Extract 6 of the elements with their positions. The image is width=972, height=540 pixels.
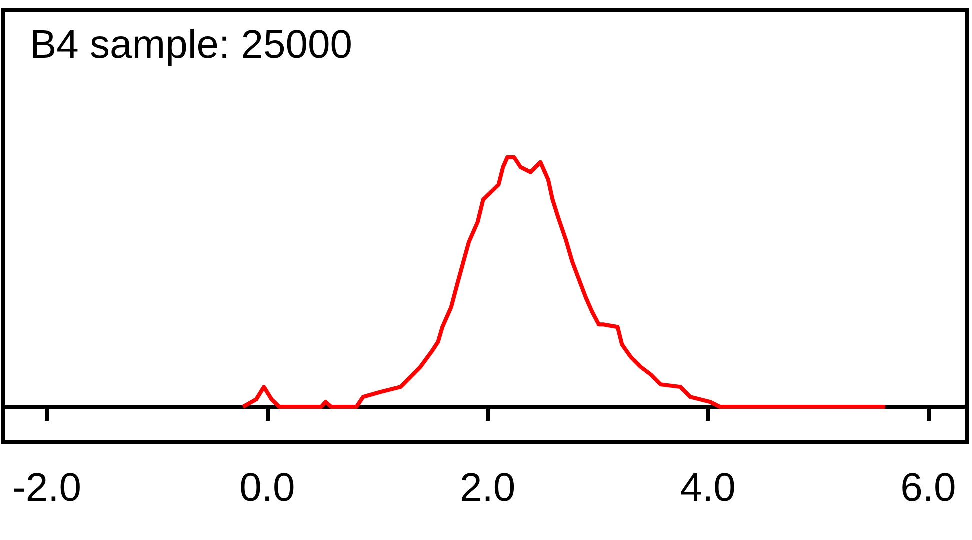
x-tick-label: 0.0 xyxy=(240,466,296,510)
x-tick-label: 6.0 xyxy=(900,466,956,510)
x-tick-label: 2.0 xyxy=(460,466,516,510)
chart-title: B4 sample: 25000 xyxy=(30,23,352,67)
x-tick-label: 4.0 xyxy=(680,466,736,510)
x-tick-label: -2.0 xyxy=(12,466,82,510)
